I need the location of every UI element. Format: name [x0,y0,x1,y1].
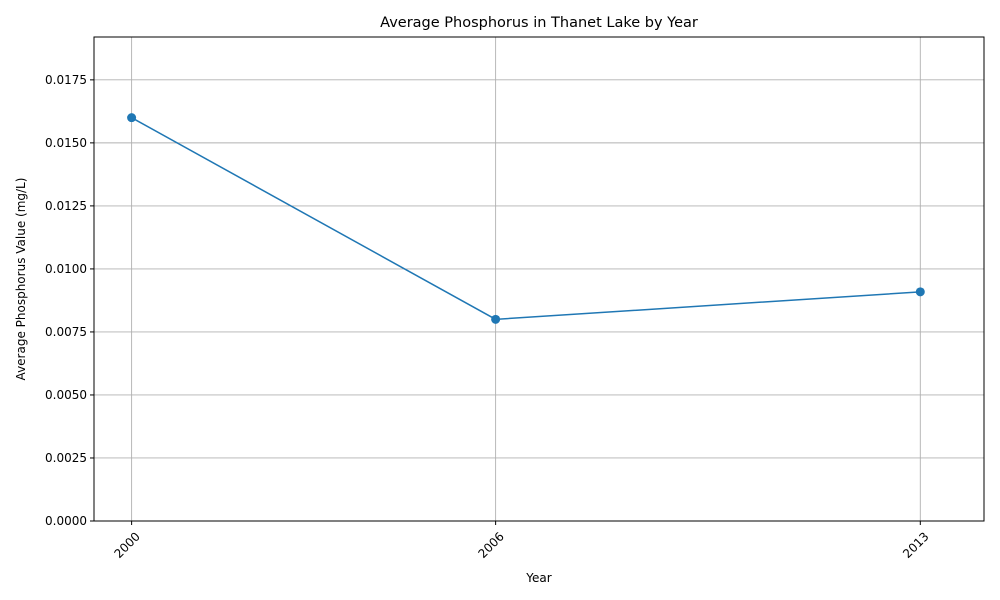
y-tick-label: 0.0000 [45,514,87,528]
y-tick-label: 0.0125 [45,199,87,213]
y-tick-label: 0.0175 [45,73,87,87]
plot-area [94,37,984,521]
series-layer [127,113,925,324]
data-point [127,113,137,123]
y-tick-label: 0.0075 [45,325,87,339]
x-axis-label: Year [525,571,551,585]
y-axis-ticks: 0.0000 0.0025 0.0050 0.0075 0.0100 0.0125 0.01… [45,73,94,528]
data-point [915,287,925,297]
y-tick-label: 0.0100 [45,262,87,276]
y-tick-label: 0.0050 [45,388,87,402]
axes-frame [93,36,985,522]
grid [94,37,984,522]
y-tick-label: 0.0025 [45,451,87,465]
y-axis-label: Average Phosphorus Value (mg/L) [14,178,28,381]
y-tick-label: 0.0150 [45,136,87,150]
data-point [491,314,501,324]
chart-title: Average Phosphorus in Thanet Lake by Yea… [380,15,698,31]
